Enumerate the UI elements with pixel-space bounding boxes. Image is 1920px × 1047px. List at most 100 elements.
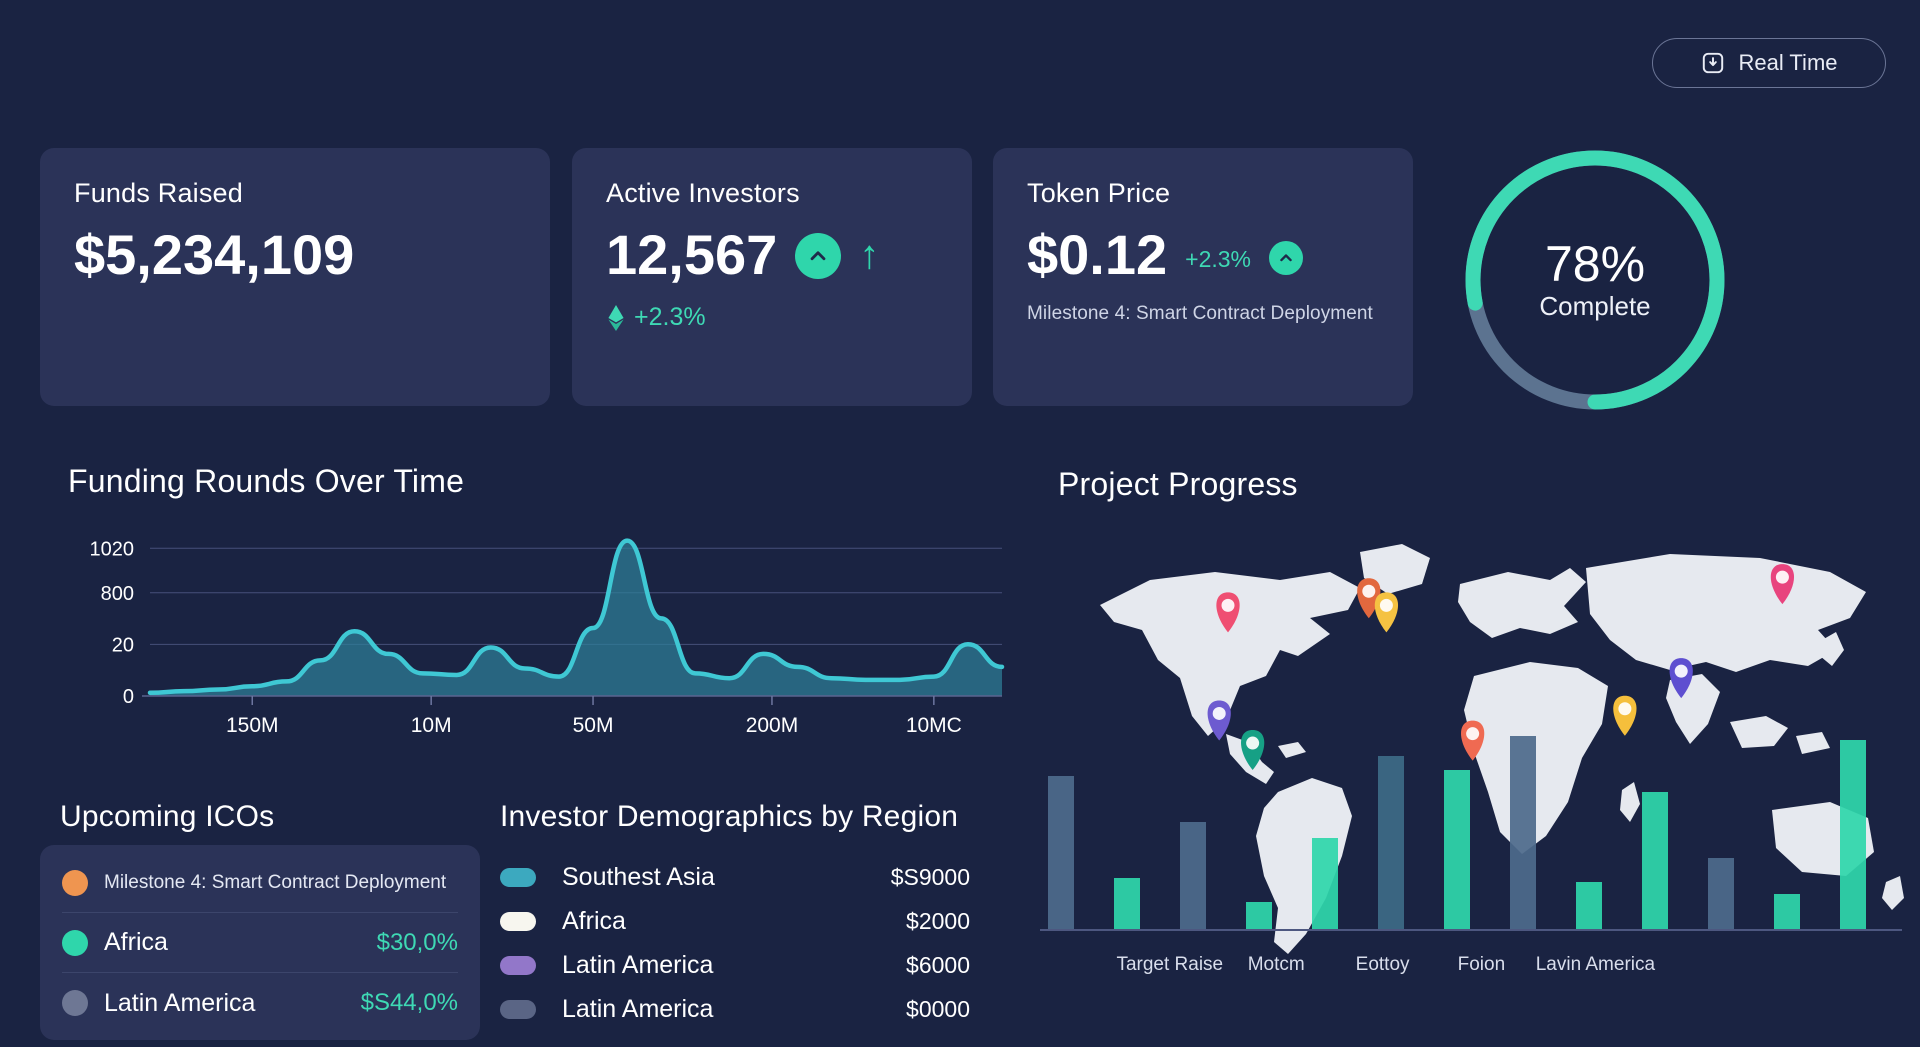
bar[interactable] [1708,858,1734,930]
donut-center-text: 78% Complete [1455,140,1735,420]
pin-far-east-pink[interactable] [1770,564,1795,605]
pin-south-america-teal[interactable] [1241,730,1265,771]
ico-list-item[interactable]: Milestone 4: Smart Contract Deployment [62,853,458,913]
real-time-label: Real Time [1738,50,1838,75]
bar[interactable] [1444,770,1470,930]
pin-body [1770,564,1795,605]
download-clock-icon [1700,50,1726,76]
landmass-11 [1796,732,1830,754]
donut-svg [1465,150,1725,410]
kpi-title-token-price: Token Price [1027,178,1171,208]
demographics-legend-item[interactable]: Southest Asia $S9000 [500,855,970,899]
x-axis-tick-label: 10MC [906,714,962,737]
pin-dot [1246,736,1260,750]
ico-item-name: Milestone 4: Smart Contract Deployment [104,871,447,893]
bar[interactable] [1048,776,1074,930]
pin-east-asia-purple[interactable] [1669,658,1693,699]
bar[interactable] [1576,882,1602,930]
kpi-value-token-price: $0.12 [1027,223,1168,286]
x-axis-tick-label: 200M [746,714,799,737]
landmass-4 [1256,778,1352,954]
y-axis-tick-label: 1020 [90,538,135,560]
ico-item-value: $S44,0% [360,989,458,1016]
demographics-legend-item[interactable]: Latin America $6000 [500,943,970,987]
pin-body [1669,658,1693,699]
pin-dot [1362,584,1376,598]
demographics-title: Investor Demographics by Region [500,800,959,833]
demographics-legend-item[interactable]: Latin America $0000 [500,987,970,1031]
legend-region-name: Africa [562,906,626,935]
arrow-up-icon: ↑ [859,233,880,278]
kpi-delta-text-token-price: +2.3% [1185,245,1251,272]
legend-color-swatch [500,867,536,887]
kpi-delta-active-investors: +2.3% [606,303,938,332]
area-fill [150,540,1002,696]
demographics-legend-item[interactable]: Africa $2000 [500,899,970,943]
kpi-card-funds-raised[interactable]: Funds Raised $5,234,109 [40,148,550,406]
kpi-title-funds-raised: Funds Raised [74,178,243,208]
ethereum-icon [606,304,626,331]
chevron-up-circle-icon [1269,241,1303,276]
bar[interactable] [1114,878,1140,930]
pin-north-america-pink[interactable] [1216,592,1240,633]
project-progress-title: Project Progress [1058,466,1298,502]
pin-body [1374,592,1399,633]
bar[interactable] [1246,902,1272,930]
pin-body [1207,700,1231,741]
bar[interactable] [1378,756,1404,930]
pin-europe-orange[interactable] [1357,578,1381,619]
pin-body [1613,695,1637,736]
pin-europe-yellow[interactable] [1374,592,1399,633]
pin-southeast-asia-yellow[interactable] [1613,695,1637,736]
pin-dot [1674,664,1688,678]
bar[interactable] [1312,838,1338,930]
funding-chart-title: Funding Rounds Over Time [68,463,465,499]
pin-body [1241,730,1265,771]
bar[interactable] [1642,792,1668,930]
kpi-value-funds-raised: $5,234,109 [74,223,355,286]
pin-caribbean-purple[interactable] [1207,700,1231,741]
kpi-card-active-investors[interactable]: Active Investors 12,567 ↑ +2.3% [572,148,972,406]
donut-caption: Complete [1539,290,1651,321]
y-axis-tick-label: 0 [123,686,134,708]
demographics-legend-list: Southest Asia $S9000 Africa $2000 Latin Amer… [500,855,970,1031]
pin-dot [1221,598,1235,612]
legend-region-value: $S9000 [890,863,970,890]
area-line [147,538,1005,696]
world-map-with-bars[interactable]: Target Raise Motcm Eottoy Foion Lavin Americ… [1030,510,1910,980]
bar[interactable] [1180,822,1206,930]
x-axis-tick-label: 10M [411,714,452,737]
legend-region-name: Latin America [562,950,714,979]
progress-donut-gauge: 78% Complete [1455,140,1735,420]
bar[interactable] [1510,736,1536,930]
ico-list-item[interactable]: Africa $30,0% [62,913,458,973]
legend-region-value: $6000 [906,951,970,978]
world-map-landmasses [1100,544,1904,954]
ico-item-name: Latin America [104,988,256,1017]
real-time-button[interactable]: Real Time [1652,38,1886,88]
bar-category-label: Foion [1458,954,1506,975]
ico-list-item[interactable]: Latin America $S44,0% [62,973,458,1033]
regional-bar-chart[interactable] [1040,736,1902,931]
upcoming-icos-card: Milestone 4: Smart Contract Deployment Af… [40,845,480,1040]
bar[interactable] [1840,740,1866,930]
bar[interactable] [1774,894,1800,930]
kpi-title-active-investors: Active Investors [606,178,800,208]
landmass-12 [1820,632,1844,666]
pin-dot [1466,727,1480,741]
pin-body [1357,578,1381,619]
bar-category-label: Lavin America [1536,954,1656,975]
ico-item-value: $30,0% [376,928,458,956]
status-dot-icon [62,990,88,1016]
kpi-subtitle-token-price: Milestone 4: Smart Contract Deployment [1027,303,1373,325]
ico-item-name: Africa [104,928,168,956]
bar-category-label: Eottoy [1356,954,1410,975]
funding-rounds-area-chart[interactable]: 1020 800 20 0 150M 10M 50M 200M 10MC [40,500,1020,760]
kpi-card-token-price[interactable]: Token Price $0.12 +2.3% Milestone 4: Sma… [993,148,1413,406]
legend-color-swatch [500,911,536,931]
pin-body [1216,592,1240,633]
landmass-3 [1278,742,1306,758]
legend-region-value: $2000 [906,907,970,934]
pin-africa-red[interactable] [1461,720,1485,761]
